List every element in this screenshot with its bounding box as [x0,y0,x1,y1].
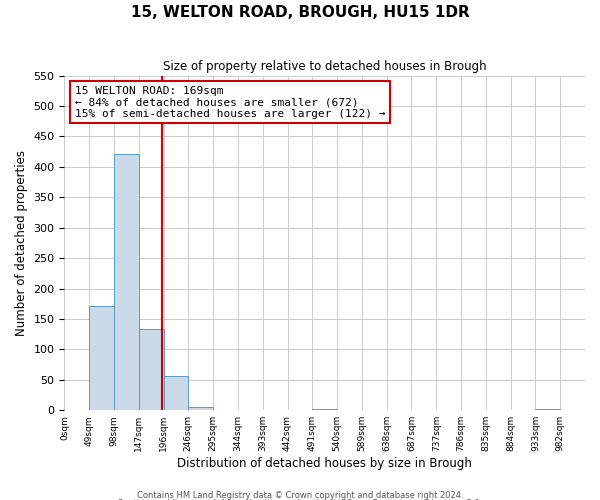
Bar [313,409,337,410]
Title: Size of property relative to detached houses in Brough: Size of property relative to detached ho… [163,60,487,73]
Bar [535,409,560,410]
Bar [114,154,139,410]
Text: Contains public sector information licensed under the Open Government Licence v3: Contains public sector information licen… [118,499,482,500]
Y-axis label: Number of detached properties: Number of detached properties [15,150,28,336]
Text: Contains HM Land Registry data © Crown copyright and database right 2024.: Contains HM Land Registry data © Crown c… [137,490,463,500]
Bar [188,406,213,410]
Bar [89,306,114,410]
Text: 15 WELTON ROAD: 169sqm
← 84% of detached houses are smaller (672)
15% of semi-de: 15 WELTON ROAD: 169sqm ← 84% of detached… [75,86,385,119]
X-axis label: Distribution of detached houses by size in Brough: Distribution of detached houses by size … [177,457,472,470]
Bar [164,376,188,410]
Bar [139,330,164,410]
Text: 15, WELTON ROAD, BROUGH, HU15 1DR: 15, WELTON ROAD, BROUGH, HU15 1DR [131,5,469,20]
